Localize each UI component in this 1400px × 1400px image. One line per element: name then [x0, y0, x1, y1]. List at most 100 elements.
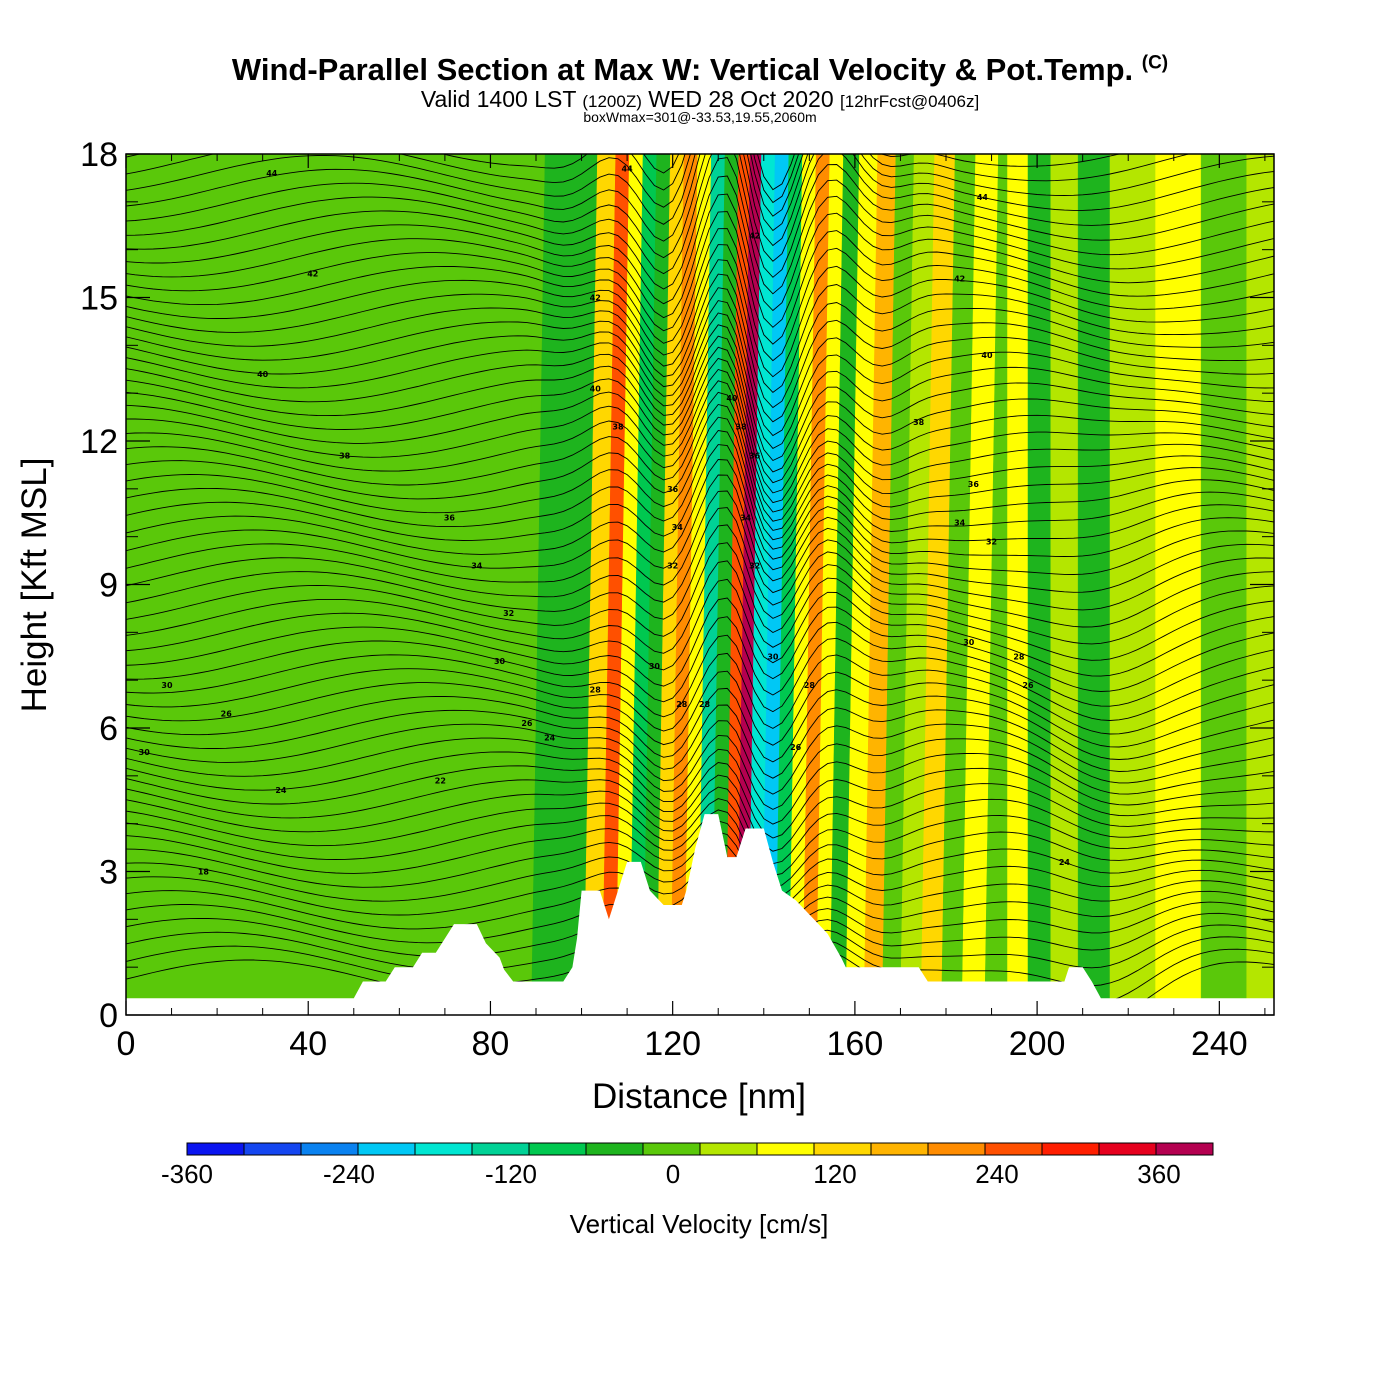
theta-contour [126, 154, 1121, 204]
theta-label: 32 [667, 561, 678, 570]
velocity-band [583, 154, 616, 1015]
theta-label: 36 [749, 451, 761, 460]
theta-contour [126, 154, 1274, 247]
theta-label: 40 [726, 394, 738, 403]
velocity-band [1155, 154, 1202, 1015]
y-tick-label: 6 [99, 710, 118, 748]
forecast-info: [12hrFcst@0406z] [840, 92, 980, 111]
colorbar-swatch [244, 1143, 302, 1155]
theta-contour [126, 157, 1274, 295]
theta-label: 26 [521, 719, 533, 728]
velocity-band [711, 154, 739, 1015]
x-tick-label: 40 [289, 1025, 327, 1063]
colorbar-tick-label: -120 [485, 1159, 537, 1189]
theta-label: 28 [1013, 652, 1025, 661]
valid-zulu: (1200Z) [582, 92, 642, 111]
theta-label: 38 [913, 418, 925, 427]
theta-label: 40 [590, 384, 602, 393]
colorbar-swatch [472, 1143, 530, 1155]
theta-contour [126, 154, 1274, 278]
theta-label: 32 [986, 537, 997, 546]
velocity-band [845, 154, 878, 1015]
theta-contour [126, 154, 1191, 217]
velocity-band [629, 154, 657, 1015]
velocity-band [788, 154, 817, 1015]
theta-label: 34 [471, 561, 483, 570]
theta-label: 22 [435, 777, 446, 786]
theta-label: 28 [804, 681, 816, 690]
velocity-band [670, 154, 698, 1015]
theta-contour [126, 380, 1274, 513]
colorbar-label: Vertical Velocity [cm/s] [570, 1209, 829, 1239]
x-tick-label: 80 [472, 1025, 510, 1063]
velocity-band [829, 154, 860, 1015]
theta-label: 24 [1059, 858, 1071, 867]
velocity-band [421, 154, 532, 1015]
theta-label: 30 [963, 638, 975, 647]
theta-label: 28 [590, 686, 602, 695]
velocity-band [1200, 154, 1247, 1015]
theta-contour [126, 416, 1274, 541]
theta-contour [126, 287, 1274, 423]
theta-label: 38 [735, 423, 747, 432]
velocity-band [642, 154, 671, 1015]
theta-contour [126, 748, 1274, 825]
y-tick-label: 18 [80, 136, 118, 174]
y-tick-label: 15 [80, 280, 118, 318]
theta-contour [126, 244, 1274, 378]
colorbar-swatch [415, 1143, 473, 1155]
theta-contour [126, 368, 1274, 504]
theta-contour [126, 578, 1274, 677]
x-tick-label: 120 [644, 1025, 701, 1063]
colorbar-swatch [586, 1143, 644, 1155]
theta-label: 30 [767, 652, 779, 661]
theta-contour [126, 687, 1274, 763]
theta-contour [126, 634, 1274, 721]
theta-label: 30 [494, 657, 506, 666]
theta-label: 26 [221, 710, 233, 719]
theta-contour [126, 430, 1274, 550]
theta-label: 42 [307, 270, 318, 279]
y-tick-label: 12 [80, 423, 118, 461]
theta-contour [126, 335, 1274, 473]
theta-contour [126, 809, 1274, 887]
theta-label: 36 [444, 514, 456, 523]
theta-contour [126, 273, 1274, 409]
velocity-band [126, 154, 241, 1015]
velocity-band [1050, 154, 1079, 1015]
chart-title-text: Wind-Parallel Section at Max W: Vertical… [231, 52, 1134, 87]
colorbar-swatch [1042, 1143, 1100, 1155]
valid-date: WED 28 Oct 2020 [648, 86, 834, 112]
theta-contour [126, 175, 1274, 312]
theta-label: 42 [749, 231, 760, 240]
colorbar-swatch [301, 1143, 359, 1155]
colorbar-swatch [985, 1143, 1043, 1155]
colorbar-swatch [871, 1143, 929, 1155]
colorbar-swatch [757, 1143, 815, 1155]
theta-label: 18 [198, 868, 210, 877]
theta-label: 34 [672, 523, 684, 532]
valid-time: Valid 1400 LST [420, 86, 576, 112]
theta-contour [126, 403, 1274, 531]
theta-label: 40 [981, 351, 993, 360]
theta-contour [126, 542, 1274, 645]
theta-contour [126, 300, 1274, 437]
theta-label: 34 [954, 518, 966, 527]
velocity-band [601, 154, 630, 1015]
theta-contour [126, 346, 1274, 484]
theta-label: 30 [139, 748, 151, 757]
chart-subtitle: Valid 1400 LST (1200Z) WED 28 Oct 2020 [… [0, 86, 1400, 113]
velocity-band [1007, 154, 1029, 1015]
theta-contour [126, 616, 1274, 707]
velocity-band [863, 154, 897, 1015]
theta-contour [126, 474, 1274, 582]
theta-label: 36 [667, 485, 679, 494]
theta-label: 42 [590, 294, 601, 303]
theta-label: 28 [676, 700, 688, 709]
colorbar-swatch [529, 1143, 587, 1155]
theta-label: 38 [612, 423, 624, 432]
theta-contour [126, 490, 1274, 594]
velocity-band [802, 154, 831, 1015]
colorbar-swatch [700, 1143, 758, 1155]
